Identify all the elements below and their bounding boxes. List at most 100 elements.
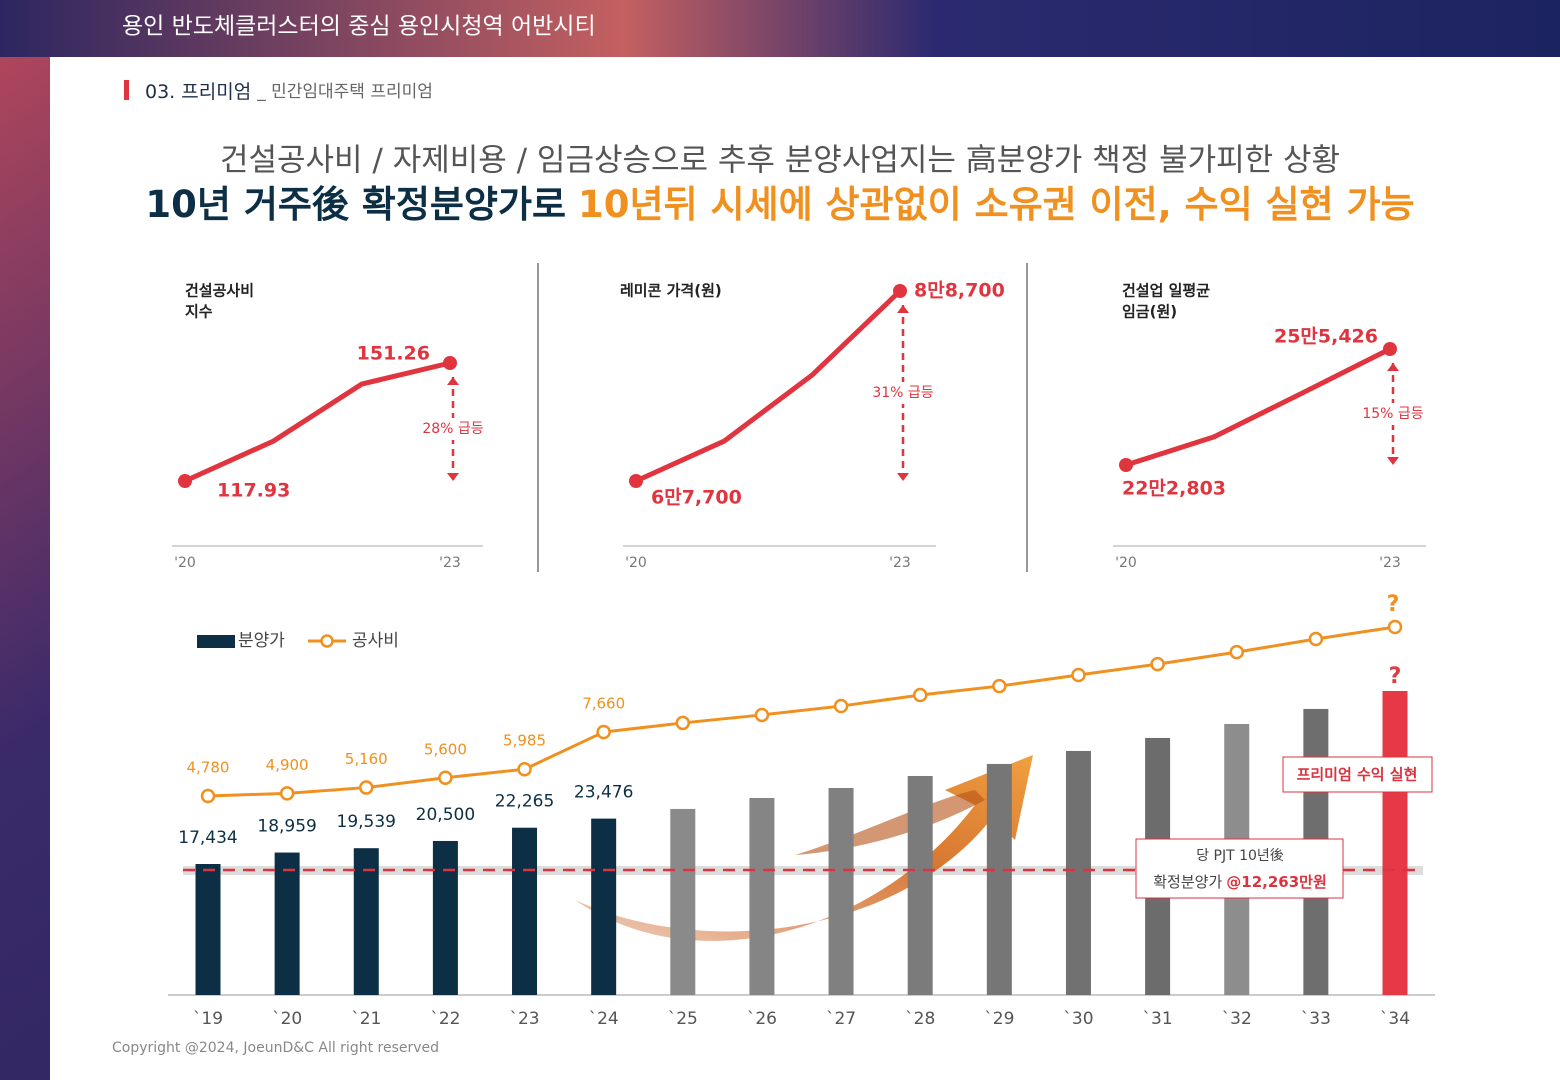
value-label: 22만2,803 — [1122, 478, 1226, 500]
value-label: 22,265 — [495, 792, 554, 812]
bar — [1382, 691, 1408, 995]
x-tick-label: `19 — [193, 1009, 223, 1029]
line — [1125, 346, 1392, 468]
bar — [195, 864, 221, 995]
annotation: 15% 급등 — [1362, 406, 1423, 422]
value-label: 6만7,700 — [651, 487, 742, 509]
point — [912, 687, 928, 703]
point — [200, 788, 216, 804]
bar — [986, 763, 1012, 995]
line — [183, 360, 451, 484]
arrow-head — [897, 473, 909, 481]
bar — [670, 808, 696, 995]
bar — [432, 840, 458, 995]
x-tick-label: `32 — [1222, 1009, 1252, 1029]
chart-title: 임금(원) — [1122, 303, 1177, 321]
bar — [907, 775, 933, 995]
x-tick-label: `27 — [826, 1009, 856, 1029]
value-label: 7,660 — [582, 695, 625, 713]
bar — [828, 788, 854, 995]
point — [675, 715, 691, 731]
x-tick-label: '20 — [625, 555, 647, 571]
value-label: 18,959 — [257, 817, 316, 837]
premium-label: 프리미엄 수익 실현 — [1297, 766, 1418, 784]
x-tick-label: `21 — [351, 1009, 381, 1029]
point — [279, 786, 295, 801]
point — [833, 698, 849, 714]
section-marker — [124, 80, 129, 100]
legend-swatch — [197, 635, 235, 648]
chart-title: 레미콘 가격(원) — [620, 282, 722, 300]
x-tick-label: `34 — [1380, 1009, 1410, 1029]
x-tick-label: `33 — [1301, 1009, 1331, 1029]
point — [1387, 619, 1403, 635]
point — [1119, 458, 1133, 472]
x-tick-label: '23 — [439, 555, 461, 571]
arrow-head — [447, 473, 459, 481]
point — [893, 284, 907, 298]
legend-label: 분양가 — [238, 631, 285, 651]
x-tick-label: `23 — [509, 1009, 539, 1029]
point — [754, 707, 770, 723]
point — [1150, 656, 1165, 672]
annotation-bg — [1359, 403, 1427, 425]
x-tick-label: `24 — [589, 1009, 619, 1029]
value-label: 5,160 — [345, 750, 388, 768]
headline-2b: 10년뒤 시세에 상관없이 소유권 이전, 수익 실현 가능 — [578, 183, 1415, 226]
point — [178, 474, 192, 488]
reference-value: @12,263만원 — [1226, 873, 1326, 891]
bar — [1065, 750, 1091, 995]
section: 03. 프리미엄 — [145, 81, 251, 103]
header-title: 용인 반도체클러스터의 중심 용인시청역 어반시티 — [122, 14, 596, 40]
legend-swatch — [320, 634, 334, 648]
value-label: 151.26 — [357, 343, 430, 365]
line — [634, 289, 902, 484]
subsection: _ 민간임대주택 프리미엄 — [256, 82, 433, 102]
premium-box — [1282, 756, 1433, 793]
reference-label: 당 PJT 10년後 — [1196, 848, 1284, 864]
arrow-head — [1387, 363, 1399, 371]
bar — [274, 852, 300, 995]
bar — [591, 818, 617, 995]
value-label: 5,600 — [424, 740, 467, 758]
chart-title: 건설업 일평균 — [1122, 282, 1210, 300]
reference-label: 확정분양가 @12,263만원 — [1153, 873, 1327, 891]
x-tick-label: `25 — [668, 1009, 698, 1029]
bar — [353, 848, 379, 995]
top-bar — [0, 0, 1560, 57]
value-label: 117.93 — [217, 480, 290, 502]
section-title: 03. 프리미엄 _ 민간임대주택 프리미엄 — [145, 81, 433, 103]
headline-2: 10년 거주後 확정분양가로 10년뒤 시세에 상관없이 소유권 이전, 수익 실… — [145, 183, 1414, 226]
x-tick-label: `30 — [1063, 1009, 1093, 1029]
x-tick-label: '20 — [174, 555, 196, 571]
value-label: 23,476 — [574, 783, 633, 803]
point — [443, 356, 457, 370]
arrow-head — [897, 305, 909, 313]
x-tick-label: `28 — [905, 1009, 935, 1029]
point — [596, 724, 611, 740]
x-tick-label: '23 — [1379, 555, 1401, 571]
point — [1229, 644, 1244, 660]
annotation-bg — [869, 382, 937, 404]
x-tick-label: `29 — [984, 1009, 1014, 1029]
arrow-head — [447, 377, 459, 385]
point — [1071, 667, 1086, 683]
x-tick-label: `22 — [430, 1009, 460, 1029]
line — [207, 625, 1396, 798]
arrow-head — [1387, 457, 1399, 465]
x-tick-label: `31 — [1143, 1009, 1173, 1029]
value-label: 5,985 — [503, 732, 546, 750]
reference-box — [1135, 838, 1344, 899]
x-tick-label: `26 — [747, 1009, 777, 1029]
chart-title: 건설공사비 — [185, 282, 254, 300]
value-label: 8만8,700 — [914, 280, 1005, 302]
headline-2a: 10년 거주後 확정분양가로 — [145, 183, 566, 226]
legend-label: 공사비 — [352, 631, 399, 651]
value-label: ? — [1389, 664, 1402, 689]
value-label: 25만5,426 — [1274, 326, 1378, 348]
chart-title: 지수 — [185, 303, 213, 321]
value-label: 4,900 — [266, 756, 309, 774]
point — [992, 678, 1007, 694]
